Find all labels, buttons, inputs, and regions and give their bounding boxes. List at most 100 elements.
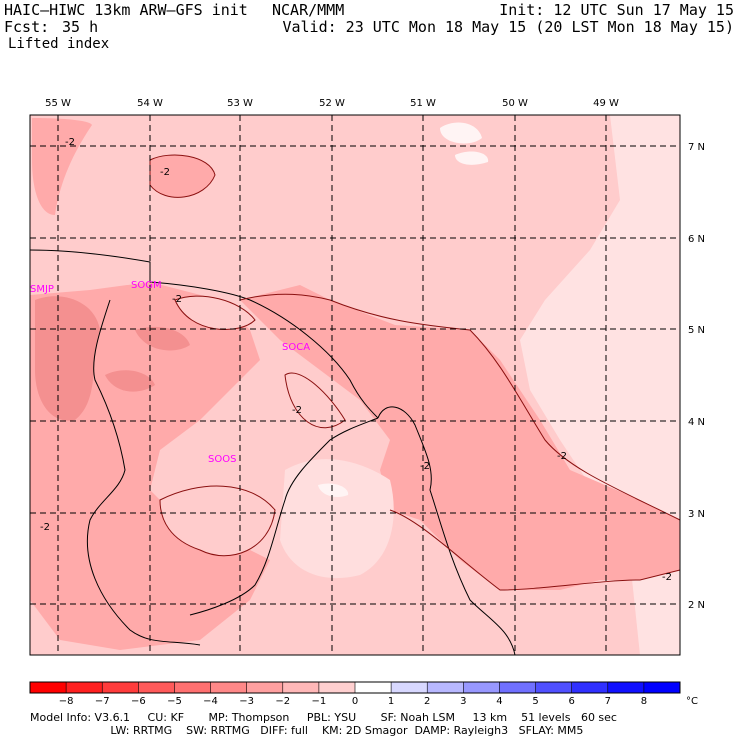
colorbar-tick-label: 4 (496, 696, 502, 707)
lat-label: 5 N (688, 325, 705, 336)
contour-label: -2 (40, 522, 50, 533)
lon-label: 53 W (227, 98, 253, 109)
station-soos: SOOS (208, 454, 236, 465)
lat-label: 4 N (688, 417, 705, 428)
fcst-label: Fcst: (4, 18, 50, 36)
lat-lon-grid (30, 115, 680, 655)
contour-label: -2 (662, 572, 672, 583)
contour-label: -2 (65, 137, 75, 148)
lon-label: 51 W (410, 98, 436, 109)
border-west (86, 299, 201, 646)
contours (149, 154, 681, 591)
contour-neg2-ring2 (284, 372, 346, 429)
contour-labels: -2 -2 -2 -2 -2 -2 -2 -2 (40, 137, 672, 583)
station-sogm: SOGM (131, 280, 162, 291)
shade-neg2-north (150, 155, 215, 198)
colorbar-swatch (427, 682, 464, 693)
contour-neg2-ring3 (159, 485, 276, 557)
lon-label: 52 W (319, 98, 345, 109)
colorbar-tick-label: 0 (352, 696, 358, 707)
map-frame (29, 114, 681, 656)
colorbar-swatch (643, 682, 681, 693)
colorbar-tick-label: 5 (532, 696, 538, 707)
colorbar-tick-label: 1 (388, 696, 394, 707)
border-inner (189, 417, 379, 616)
colorbar-tick-label: −3 (239, 696, 254, 707)
colorbar-swatch (318, 682, 356, 693)
model-title: HAIC–HIWC 13km ARW–GFS init (4, 1, 248, 19)
lon-label: 55 W (45, 98, 71, 109)
shade-neg3-c (135, 326, 190, 351)
field-name: Lifted index (8, 36, 110, 52)
colorbar-swatch (535, 682, 573, 693)
contour-label: -2 (292, 405, 302, 416)
contour-neg2-ring (174, 295, 256, 330)
colorbar-tick-label: 3 (460, 696, 466, 707)
shade-small-white-2 (455, 151, 489, 165)
station-soca: SOCA (282, 342, 310, 353)
colorbar-tick-label: −2 (275, 696, 290, 707)
lon-labels: 55 W 54 W 53 W 52 W 51 W 50 W 49 W (45, 98, 619, 109)
lat-label: 3 N (688, 509, 705, 520)
contour-neg2-main (239, 293, 681, 521)
station-labels: SMJP SOGM SOCA SOOS (30, 280, 310, 465)
shade-light-a (175, 296, 255, 330)
contour-label: -2 (557, 451, 567, 462)
colorbar-swatch (391, 682, 428, 693)
contour-label: -2 (160, 167, 170, 178)
init-time: Init: 12 UTC Sun 17 May 15 (499, 1, 734, 19)
lat-label: 7 N (688, 142, 705, 153)
colorbar-swatch (138, 682, 175, 693)
colorbar-tick-label: 8 (641, 696, 647, 707)
colorbar-tick-label: −4 (203, 696, 218, 707)
shade-light-b (285, 373, 345, 428)
lat-labels: 7 N 6 N 5 N 4 N 3 N 2 N (688, 142, 705, 611)
colorbar-swatch (463, 682, 500, 693)
shade-neg3-b (105, 370, 155, 392)
contour-label: -2 (172, 294, 182, 305)
colorbar-swatch (174, 682, 212, 693)
shade-small-white (440, 122, 482, 144)
colorbar-swatch (66, 682, 103, 693)
shade-neg2-nw (32, 118, 92, 215)
model-info-line2: LW: RRTMG SW: RRTMG DIFF: full KM: 2D Sm… (30, 724, 584, 737)
colorbar: −8 −7 −6 −5 −4 −3 −2 −1 0 1 2 3 4 5 6 7 8 °C (29, 681, 698, 707)
map-panel (30, 115, 680, 655)
colorbar-swatch (246, 682, 284, 693)
colorbar-tick-label: −5 (167, 696, 182, 707)
shade-neg3-a (35, 296, 100, 421)
colorbar-swatch (210, 682, 248, 693)
colorbar-tick-label: −8 (59, 696, 74, 707)
colorbar-tick-label: −7 (95, 696, 110, 707)
coastlines (29, 249, 516, 656)
colorbar-swatch (282, 682, 320, 693)
colorbar-swatch (102, 682, 139, 693)
shade-neg2-coast (240, 285, 680, 590)
colorbar-swatch (571, 682, 609, 693)
contour-neg2-south (389, 509, 681, 591)
coastline-path (29, 249, 379, 419)
lon-label: 50 W (502, 98, 528, 109)
colorbar-swatch (607, 682, 645, 693)
colorbar-tick-label: −1 (312, 696, 327, 707)
shade-light-d (280, 459, 394, 579)
contour-label: -2 (420, 461, 430, 472)
colorbar-swatch (499, 682, 537, 693)
colorbar-tick-label: −6 (131, 696, 146, 707)
model-info-line1: Model Info: V3.6.1 CU: KF MP: Thompson P… (30, 711, 617, 724)
colorbar-tick-label: 2 (424, 696, 430, 707)
station-smjp: SMJP (30, 284, 54, 295)
lat-label: 2 N (688, 600, 705, 611)
lat-label: 6 N (688, 234, 705, 245)
colorbar-unit: °C (686, 696, 698, 707)
lon-label: 54 W (137, 98, 163, 109)
lon-label: 49 W (593, 98, 619, 109)
shade-light-c (160, 486, 275, 556)
colorbar-swatch (355, 682, 392, 693)
shade-white-e (318, 483, 349, 497)
contour-neg2-north (149, 154, 216, 198)
valid-time: Valid: 23 UTC Mon 18 May 15 (20 LST Mon … (282, 18, 734, 36)
colorbar-swatch (30, 682, 67, 693)
colorbar-tick-label: 7 (605, 696, 611, 707)
